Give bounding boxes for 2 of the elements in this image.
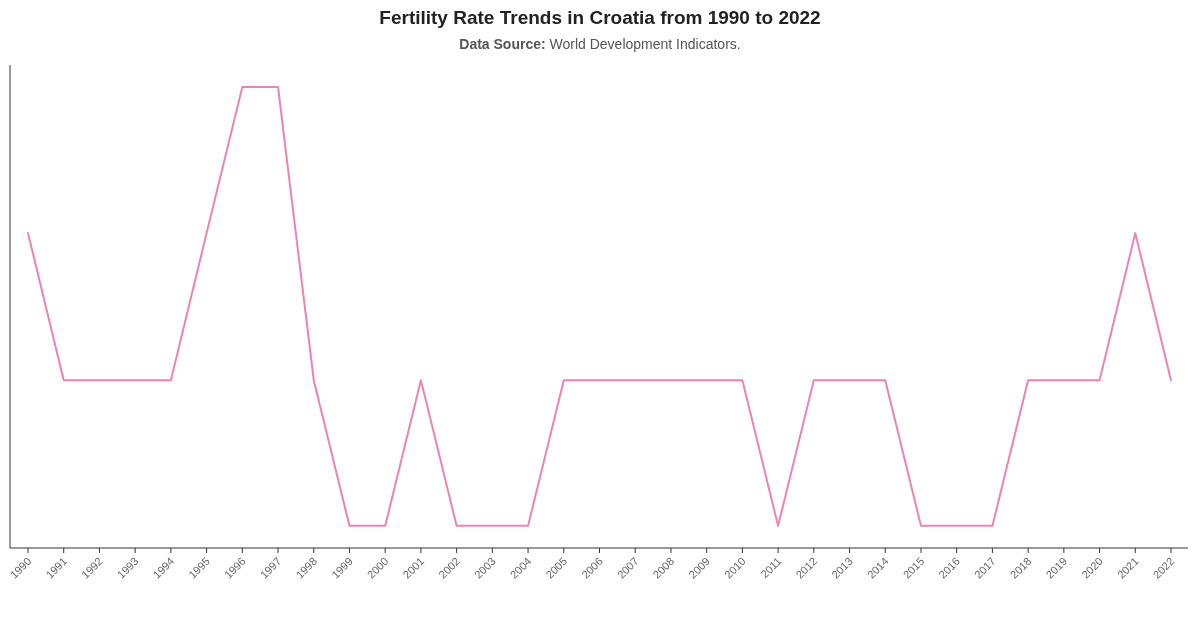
chart-title: Fertility Rate Trends in Croatia from 1990 to 2022 <box>379 7 821 28</box>
chart-subtitle: Data Source: World Development Indicators. <box>459 36 741 52</box>
